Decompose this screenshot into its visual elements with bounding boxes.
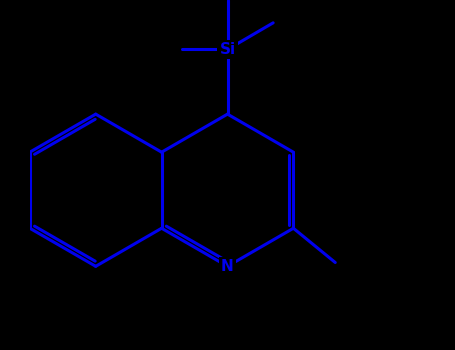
Text: N: N bbox=[221, 259, 234, 274]
Text: Si: Si bbox=[219, 42, 236, 57]
